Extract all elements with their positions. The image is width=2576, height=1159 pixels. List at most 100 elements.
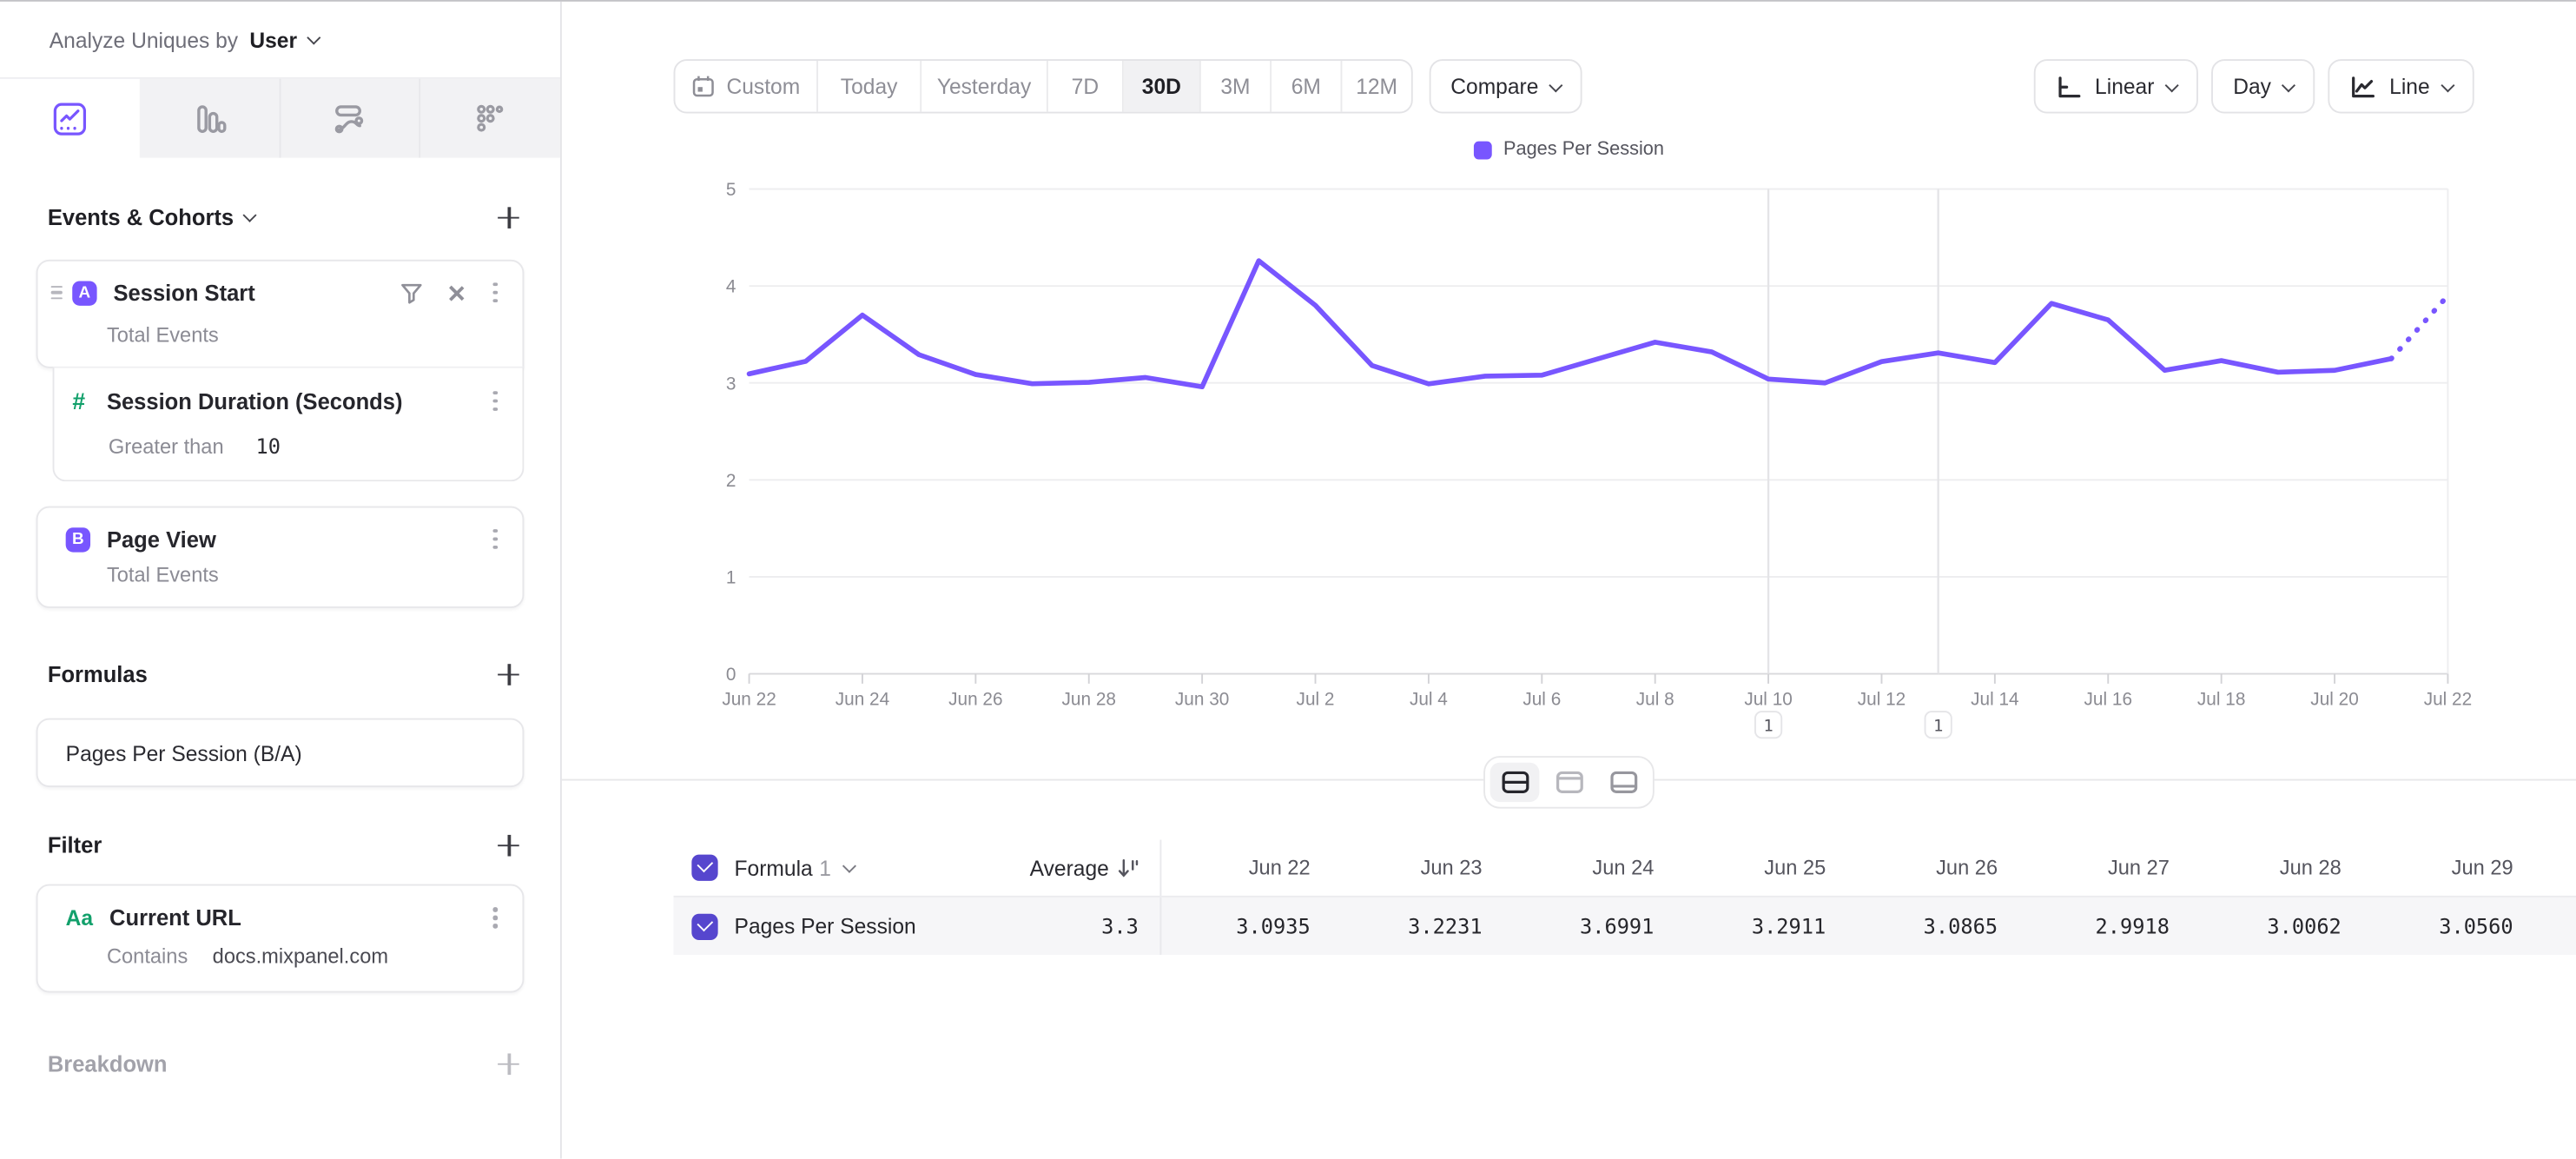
add-filter-button[interactable] xyxy=(498,833,519,856)
average-header-cell[interactable]: Average xyxy=(986,839,1162,896)
y-axis-label: 3 xyxy=(726,374,736,394)
event-card-b[interactable]: B Page View Total Events xyxy=(36,506,525,608)
chart-display-controls: Linear Day Line xyxy=(2034,59,2474,114)
formula-header-label[interactable]: Formula xyxy=(734,855,813,880)
series-line[interactable] xyxy=(746,258,2394,390)
formula-card[interactable]: Pages Per Session (B/A) xyxy=(36,718,525,788)
split-view-icon xyxy=(1501,771,1529,793)
date-range-control: Custom Today Yesterday 7D 30D 3M 6M 12M xyxy=(673,59,1413,114)
annotation-badge[interactable] xyxy=(1924,711,1952,739)
range-3m[interactable]: 3M xyxy=(1201,60,1272,112)
property-operator[interactable]: Greater than xyxy=(108,435,224,459)
table-column-header[interactable]: Jun 24 xyxy=(1592,856,1655,879)
select-all-checkbox[interactable] xyxy=(691,854,718,881)
formula-label[interactable]: Pages Per Session (B/A) xyxy=(65,740,302,765)
filter-operator[interactable]: Contains xyxy=(106,944,188,969)
chevron-down-icon xyxy=(2165,77,2180,92)
line-chart[interactable]: 0 1 2 3 4 5 1 1 Jun 22 Jun 24 Jun 26 Jun 28 Jun 30 Ju… xyxy=(706,176,2562,754)
x-axis-label: Jun 28 xyxy=(1062,689,1116,709)
more-options-icon[interactable] xyxy=(490,279,500,307)
table-column-header[interactable]: Jun 27 xyxy=(2107,856,2170,879)
chevron-down-icon[interactable] xyxy=(243,207,258,222)
event-name[interactable]: Session Start xyxy=(113,280,255,305)
event-b-row: B Page View xyxy=(38,507,523,563)
x-axis-label: Jun 30 xyxy=(1175,689,1229,709)
drag-handle-icon[interactable] xyxy=(50,285,63,300)
tab-flows[interactable] xyxy=(280,78,421,158)
add-breakdown-button[interactable] xyxy=(498,1052,519,1075)
filter-section-header: Filter xyxy=(48,828,525,861)
filter-card[interactable]: Aa Current URL Contains docs.mixpanel.co… xyxy=(36,884,525,993)
funnels-bars-icon xyxy=(196,104,226,133)
property-name[interactable]: Session Duration (Seconds) xyxy=(106,388,403,414)
remove-event-icon[interactable] xyxy=(447,283,466,301)
chart-type-dropdown[interactable]: Line xyxy=(2328,59,2474,114)
table-header-row: Formula 1 Average Jun 22 Jun 23 Jun 24 Jun … xyxy=(674,839,2576,896)
event-letter-badge: A xyxy=(72,280,97,305)
calendar-icon xyxy=(692,76,714,97)
table-column-header[interactable]: Jun 22 xyxy=(1248,856,1311,879)
y-axis-label: 0 xyxy=(726,665,736,685)
range-today[interactable]: Today xyxy=(818,60,922,112)
table-only-icon xyxy=(1609,771,1637,793)
tab-insights[interactable] xyxy=(0,78,140,158)
scale-dropdown[interactable]: Linear xyxy=(2034,59,2199,114)
numeric-property-icon: # xyxy=(72,387,86,414)
chart-only-toggle[interactable] xyxy=(1544,763,1594,802)
string-property-icon: Aa xyxy=(65,905,94,931)
analyze-by-value-dropdown[interactable]: User xyxy=(249,27,298,52)
x-axis-label: Jul 2 xyxy=(1297,689,1335,709)
tab-retention[interactable] xyxy=(420,78,561,158)
more-options-icon[interactable] xyxy=(490,387,500,415)
x-axis-label: Jul 16 xyxy=(2084,689,2133,709)
tab-funnels[interactable] xyxy=(139,78,281,158)
range-6m[interactable]: 6M xyxy=(1271,60,1343,112)
add-event-button[interactable] xyxy=(498,206,519,228)
filter-funnel-icon[interactable] xyxy=(401,281,423,303)
table-column-header[interactable]: Jun 28 xyxy=(2279,856,2342,879)
series-checkbox[interactable] xyxy=(691,912,718,940)
filter-value[interactable]: docs.mixpanel.com xyxy=(212,944,389,969)
event-property-card[interactable]: # Session Duration (Seconds) Greater tha… xyxy=(52,366,525,482)
table-column-header[interactable]: Jun 26 xyxy=(1936,856,1998,879)
chevron-down-icon[interactable] xyxy=(842,858,856,872)
annotation-badge[interactable] xyxy=(1754,711,1783,739)
range-7d[interactable]: 7D xyxy=(1048,60,1124,112)
table-column-header[interactable]: Jun 29 xyxy=(2451,856,2513,879)
layout-toggle-group xyxy=(1483,756,1655,809)
compare-button[interactable]: Compare xyxy=(1429,59,1583,114)
event-card-a[interactable]: A Session Start Total Events xyxy=(36,259,525,368)
add-formula-button[interactable] xyxy=(498,663,519,685)
event-aggregation[interactable]: Total Events xyxy=(106,323,219,348)
filter-property-name[interactable]: Current URL xyxy=(109,905,241,931)
analyze-by-row: Analyze Uniques by User xyxy=(0,2,561,79)
table-data-row[interactable]: Pages Per Session 3.3 3.0935 3.2231 3.6991… xyxy=(673,895,2576,956)
split-view-toggle[interactable] xyxy=(1489,762,1540,803)
chart-toolbar: Custom Today Yesterday 7D 30D 3M 6M 12M Compar… xyxy=(673,59,2474,114)
y-axis-label: 4 xyxy=(726,277,736,297)
x-axis-label: Jul 12 xyxy=(1858,689,1906,709)
line-chart-icon xyxy=(2352,76,2375,97)
more-options-icon[interactable] xyxy=(490,526,500,553)
interval-dropdown[interactable]: Day xyxy=(2211,59,2316,114)
report-main-area: Custom Today Yesterday 7D 30D 3M 6M 12M Compar… xyxy=(561,1,2576,1159)
range-custom[interactable]: Custom xyxy=(675,60,819,112)
annotation-count: 1 xyxy=(1933,717,1943,736)
table-column-header[interactable]: Jun 25 xyxy=(1764,856,1826,879)
table-only-toggle[interactable] xyxy=(1599,763,1648,802)
range-12m[interactable]: 12M xyxy=(1356,74,1398,99)
series-color-swatch xyxy=(1473,140,1492,159)
range-30d[interactable]: 30D xyxy=(1123,60,1201,112)
chart-legend[interactable]: Pages Per Session xyxy=(1473,140,1664,159)
chevron-down-icon xyxy=(1549,77,1564,92)
table-column-header[interactable]: Jun 23 xyxy=(1420,856,1483,879)
table-value-cell: 3.0560 xyxy=(2439,913,2513,939)
retention-dots-icon xyxy=(477,103,504,131)
y-axis-label: 2 xyxy=(726,471,736,491)
table-value-cell: 3.0865 xyxy=(1923,913,1998,939)
property-value[interactable]: 10 xyxy=(255,434,281,459)
more-options-icon[interactable] xyxy=(490,904,500,932)
event-name[interactable]: Page View xyxy=(106,527,216,552)
event-aggregation[interactable]: Total Events xyxy=(106,563,219,587)
range-yesterday[interactable]: Yesterday xyxy=(921,60,1048,112)
